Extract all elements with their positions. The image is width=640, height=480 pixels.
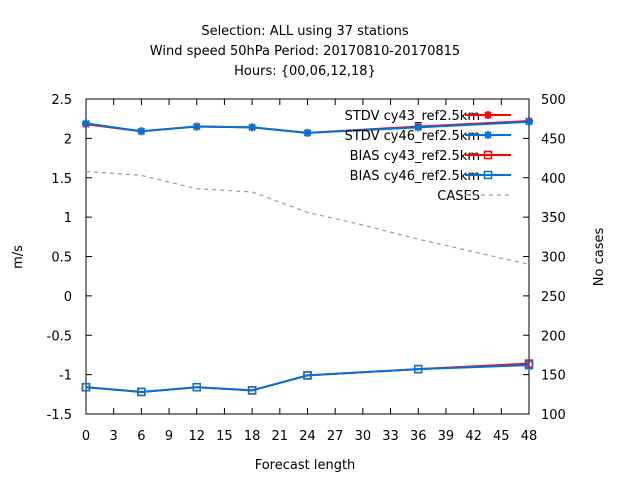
x-tick-label: 12 [188,429,205,444]
data-point [303,371,312,380]
title-line-2: Wind speed 50hPa Period: 20170810-201708… [150,44,460,59]
y-tick-label: -1 [59,369,72,384]
y2-tick-label: 200 [541,329,566,344]
legend-item: CASES [437,189,511,204]
y-tick-label: 2.5 [51,93,72,108]
y2-tick-label: 150 [541,369,566,384]
y2-tick-label: 500 [541,93,566,108]
x-tick-label: 18 [244,429,261,444]
data-point [525,117,533,126]
title-line-3: Hours: {00,06,12,18} [234,64,376,79]
legend-label: STDV cy46_ref2.5km [345,129,480,144]
legend-label: STDV cy43_ref2.5km [345,109,480,124]
data-point [82,119,90,128]
data-point [483,150,493,160]
x-tick-label: 39 [438,429,455,444]
series-bias-cy46-ref2-5km [81,360,534,397]
y-tick-label: 0.5 [51,251,72,266]
legend-label: BIAS cy46_ref2.5km [350,169,480,184]
legend-item: BIAS cy43_ref2.5km [350,149,511,164]
legend: STDV cy43_ref2.5km STDV cy46_ref2.5km BIAS… [345,109,511,204]
y2-tick-label: 250 [541,290,566,305]
title-line-1: Selection: ALL using 37 stations [201,24,409,39]
series-stdv-cy46-ref2-5km [82,117,533,137]
x-tick-label: 42 [465,429,482,444]
data-point [247,386,257,395]
y2-axis-label: No cases [592,228,607,287]
y-tick-label: 2 [64,132,72,147]
x-tick-label: 45 [493,429,510,444]
data-point [483,170,493,180]
series-line [85,170,530,265]
x-tick-label: 24 [299,429,316,444]
series-cases [85,170,530,265]
x-tick-label: 21 [272,429,289,444]
series-layer [81,117,534,397]
y-tick-label: -0.5 [47,329,72,344]
data-point [192,382,201,392]
y-tick-label: -1.5 [47,408,72,423]
x-tick-label: 33 [382,429,399,444]
y-tick-label: 0 [64,290,72,305]
x-tick-label: 36 [410,429,427,444]
y2-tick-label: 450 [541,132,566,147]
data-point [414,123,423,132]
x-tick-label: 0 [82,429,90,444]
data-point [137,127,146,136]
data-point [414,364,423,374]
legend-item: STDV cy43_ref2.5km [345,109,511,124]
y-tick-label: 1.5 [51,172,72,187]
axis-ticks: 0 3 6 9 12 15 18 21 24 27 30 33 36 39 42 45 482.521.510.… [47,93,566,444]
legend-label: CASES [437,189,480,204]
data-point [192,122,201,131]
x-tick-label: 48 [521,429,538,444]
data-point [524,360,534,370]
y2-tick-label: 400 [541,172,566,187]
data-point [484,111,492,119]
y-tick-label: 1 [64,211,72,226]
x-tick-label: 27 [327,429,344,444]
x-axis-label: Forecast length [255,458,356,473]
data-point [303,128,312,137]
series-bias-cy43-ref2-5km [81,359,534,397]
data-point [484,131,492,139]
legend-item: BIAS cy46_ref2.5km [350,169,511,184]
x-tick-label: 9 [165,429,173,444]
y2-tick-label: 100 [541,408,566,423]
data-point [81,382,91,392]
data-point [248,123,257,132]
series-line [85,364,530,393]
x-tick-label: 30 [355,429,372,444]
data-point [137,387,146,397]
x-tick-label: 6 [137,429,145,444]
x-tick-label: 3 [110,429,118,444]
x-tick-label: 15 [216,429,233,444]
y2-tick-label: 350 [541,211,566,226]
chart-title: Selection: ALL using 37 stations Wind sp… [150,24,460,79]
y2-tick-label: 300 [541,251,566,266]
legend-item: STDV cy46_ref2.5km [345,129,511,144]
y-axis-label: m/s [11,245,26,269]
legend-label: BIAS cy43_ref2.5km [350,149,480,164]
